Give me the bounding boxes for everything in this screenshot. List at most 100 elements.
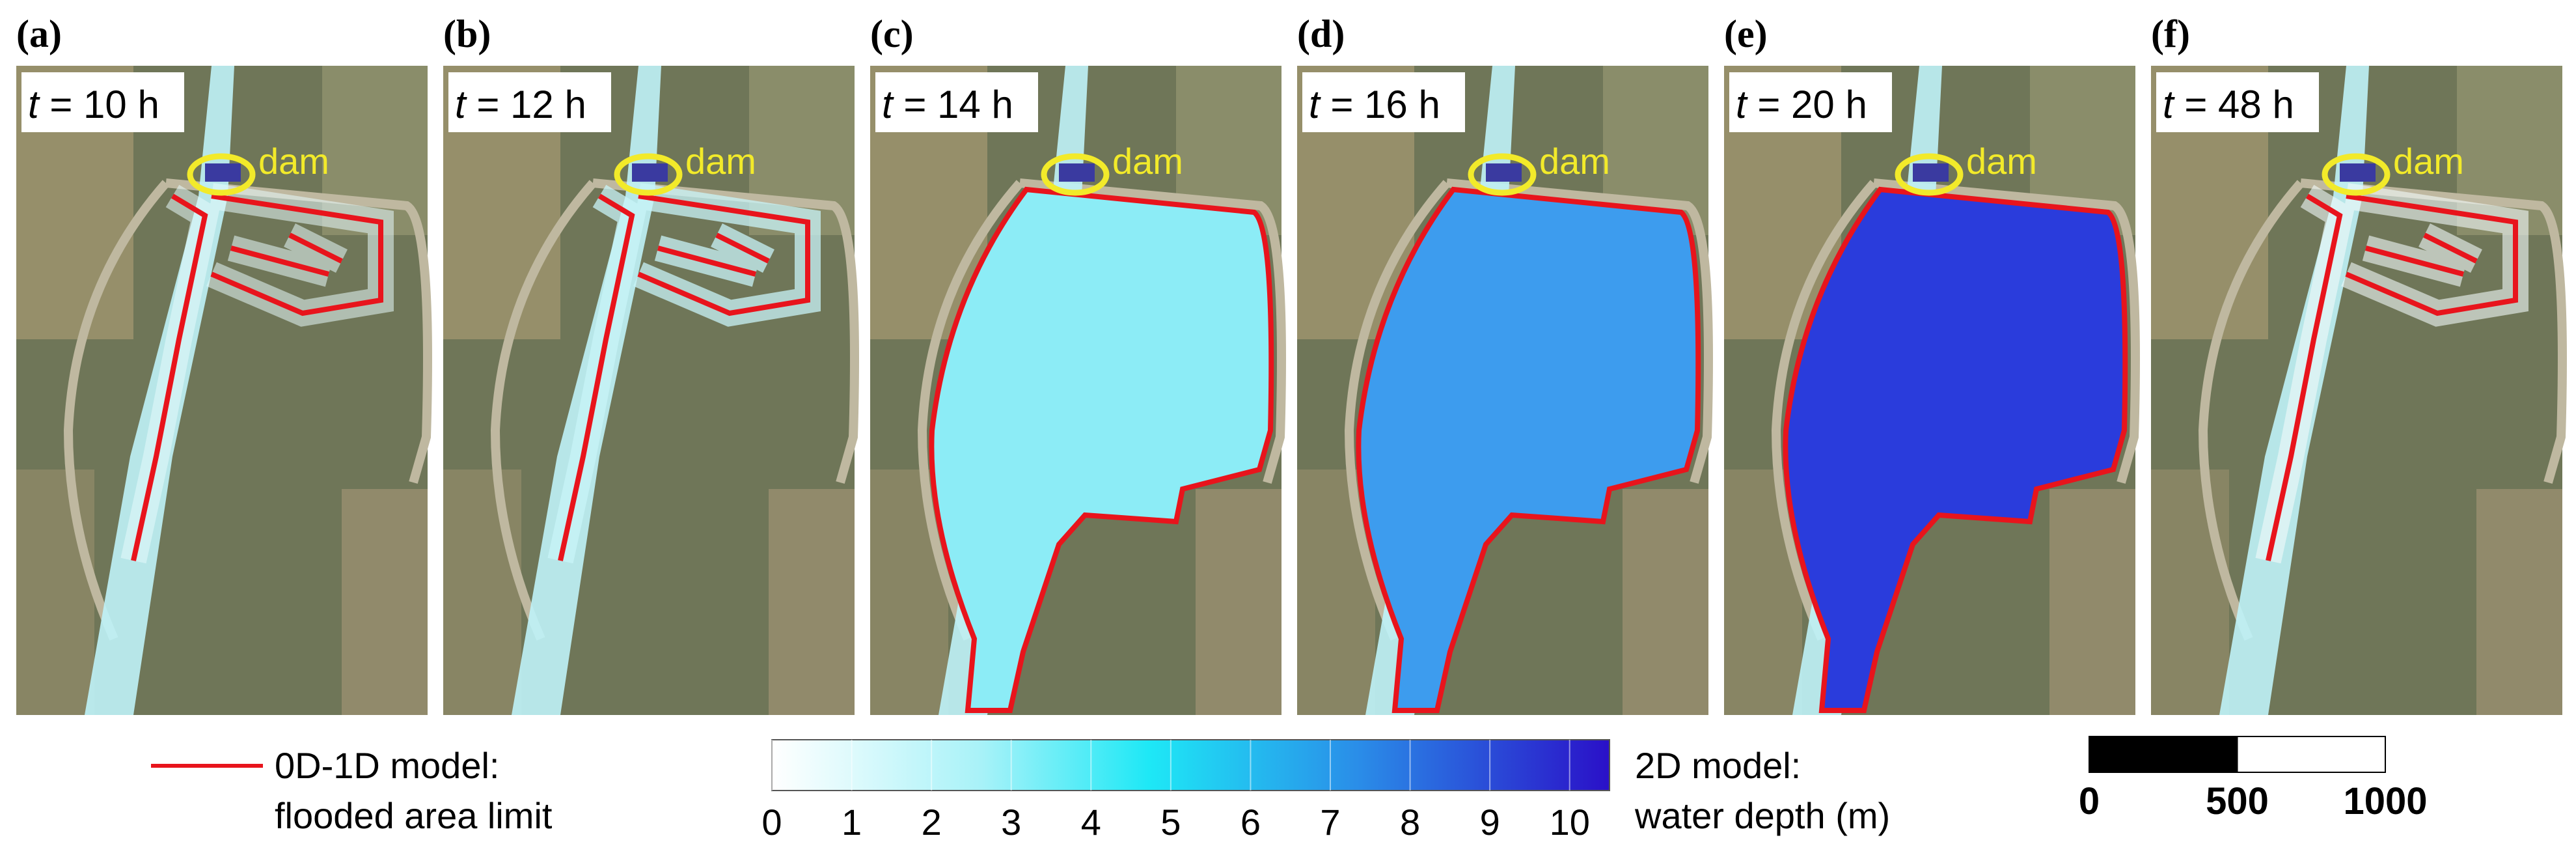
- scale-label: 500: [2206, 780, 2269, 822]
- panels: dam t = 10 h (a) dam t = 12 h (b) dam t = 14 h (…: [16, 12, 2567, 715]
- dam-structure: [1913, 163, 1949, 182]
- field: [16, 470, 94, 715]
- field: [1623, 489, 1708, 715]
- colorbar-ramp: [771, 739, 1610, 791]
- colorbar-title: 2D model:: [1635, 745, 1801, 786]
- embankment: [917, 178, 1286, 641]
- map-panel: dam t = 14 h: [870, 66, 1286, 715]
- dam-label: dam: [1539, 141, 1610, 182]
- dam-marker: [1895, 153, 1964, 196]
- panel-label: (e): [1724, 12, 1768, 55]
- time-value: = 20 h: [1747, 83, 1867, 126]
- time-variable: t: [2163, 83, 2175, 126]
- field: [2049, 489, 2135, 715]
- colorbar-tick-label: 6: [1240, 802, 1261, 843]
- time-box: [875, 72, 1038, 132]
- field: [2476, 489, 2562, 715]
- dam-marker: [1468, 153, 1537, 196]
- field: [1196, 489, 1281, 715]
- legend-text: 0D-1D model:: [275, 745, 499, 786]
- colorbar-tick-label: 8: [1400, 802, 1420, 843]
- flood-limit: [558, 193, 810, 561]
- time-value: = 48 h: [2174, 83, 2294, 126]
- dam-structure: [632, 163, 668, 182]
- flood-limit: [929, 186, 1274, 713]
- time-box: [2156, 72, 2319, 132]
- flooded-area: [1785, 189, 2126, 710]
- flooded-area: [1358, 189, 1699, 710]
- colorbar-tick-label: 2: [922, 802, 942, 843]
- time-label: t = 20 h: [1736, 83, 1867, 126]
- time-value: = 10 h: [39, 83, 159, 126]
- colorbar-tick-label: 5: [1160, 802, 1181, 843]
- embankment: [490, 178, 859, 641]
- legend-text: flooded area limit: [275, 795, 553, 836]
- colorbar-tick-label: 3: [1001, 802, 1021, 843]
- flood-limit: [1356, 186, 1701, 713]
- field: [769, 489, 855, 715]
- field: [443, 470, 521, 715]
- time-value: = 16 h: [1320, 83, 1440, 126]
- time-label: t = 14 h: [882, 83, 1013, 126]
- time-variable: t: [1309, 83, 1321, 126]
- dam-marker: [614, 153, 683, 196]
- panel-label: (b): [443, 12, 491, 55]
- dam-structure: [205, 163, 241, 182]
- map-panel: dam t = 48 h: [2151, 66, 2567, 715]
- dam-marker: [2322, 153, 2391, 196]
- colorbar-tick-label: 7: [1320, 802, 1340, 843]
- dam-marker: [1041, 153, 1110, 196]
- dam-structure: [2340, 163, 2376, 182]
- dam-structure: [1486, 163, 1522, 182]
- colorbar-title: water depth (m): [1634, 795, 1890, 836]
- colorbar-tick-label: 0: [761, 802, 782, 843]
- colorbar-tick-label: 10: [1550, 802, 1590, 843]
- map-panel: dam t = 16 h: [1297, 66, 1713, 715]
- panel-label: (d): [1297, 12, 1345, 55]
- colorbar-tick-label: 4: [1081, 802, 1101, 843]
- panel-label: (c): [870, 12, 914, 55]
- time-box: [448, 72, 611, 132]
- time-variable: t: [28, 83, 40, 126]
- scale-segment: [2236, 736, 2386, 773]
- time-variable: t: [455, 83, 467, 126]
- dam-label: dam: [685, 141, 756, 182]
- time-box: [1302, 72, 1465, 132]
- dam-label: dam: [1112, 141, 1183, 182]
- flood-limit: [131, 193, 383, 561]
- embankment: [63, 178, 432, 641]
- time-label: t = 48 h: [2163, 83, 2294, 126]
- map-panel: dam t = 12 h: [443, 66, 859, 715]
- time-box: [21, 72, 184, 132]
- time-box: [1729, 72, 1892, 132]
- colorbar-tick-label: 1: [842, 802, 862, 843]
- time-value: = 12 h: [466, 83, 586, 126]
- time-label: t = 10 h: [28, 83, 159, 126]
- scale-label: 1000: [2343, 780, 2427, 822]
- colorbar: 2D model: water depth (m) 0 1 2 3 4 5 6 7 8 9 10: [761, 739, 1890, 843]
- flood-limit: [1783, 186, 2128, 713]
- time-label: t = 16 h: [1309, 83, 1440, 126]
- legend: 0D-1D model: flooded area limit: [151, 745, 553, 836]
- flood-limit: [2266, 193, 2518, 561]
- embankment: [2198, 178, 2567, 641]
- dam-structure: [1059, 163, 1095, 182]
- dam-label: dam: [258, 141, 329, 182]
- time-variable: t: [882, 83, 894, 126]
- embankment: [1344, 178, 1713, 641]
- field: [2151, 470, 2229, 715]
- scale-bar: 0 500 1000: [2079, 736, 2428, 822]
- dam-label: dam: [2393, 141, 2464, 182]
- scale-label: 0: [2079, 780, 2100, 822]
- field: [342, 489, 428, 715]
- scale-segment: [2089, 736, 2238, 773]
- dam-label: dam: [1966, 141, 2037, 182]
- time-label: t = 12 h: [455, 83, 586, 126]
- dam-marker: [187, 153, 256, 196]
- panel-label: (f): [2151, 12, 2190, 55]
- flooded-area: [931, 189, 1272, 710]
- map-panel: dam t = 10 h: [16, 66, 432, 715]
- map-panel: dam t = 20 h: [1724, 66, 2140, 715]
